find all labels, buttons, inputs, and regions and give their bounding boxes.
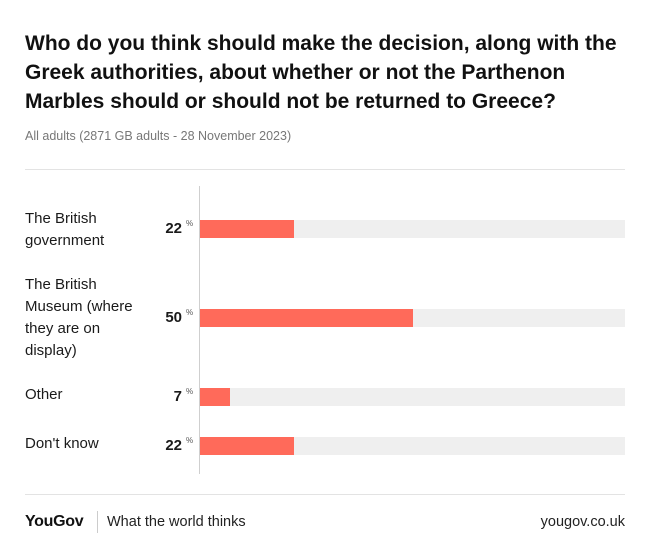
category-label: Don't know bbox=[25, 435, 99, 452]
category-label: The British government bbox=[25, 210, 105, 249]
data-label: 22 bbox=[165, 220, 182, 237]
bar bbox=[200, 220, 294, 238]
bar-track bbox=[200, 437, 625, 455]
category-label: Other bbox=[25, 386, 63, 403]
data-label: 22 bbox=[165, 437, 182, 454]
bar-track bbox=[200, 220, 625, 238]
percent-sign: % bbox=[186, 219, 194, 228]
category-label: The British Museum (where they are on di… bbox=[25, 276, 133, 359]
bottom-divider bbox=[25, 494, 625, 495]
percent-sign: % bbox=[186, 387, 194, 396]
axis-line bbox=[199, 186, 200, 474]
bar bbox=[200, 437, 294, 455]
chart-title: Who do you think should make the decisio… bbox=[25, 32, 617, 113]
bar bbox=[200, 309, 413, 327]
yougov-logo: YouGov bbox=[25, 513, 84, 530]
data-label: 7 bbox=[173, 388, 182, 405]
percent-sign: % bbox=[186, 436, 194, 445]
footer-site-link[interactable]: yougov.co.uk bbox=[540, 514, 625, 530]
bar bbox=[200, 388, 230, 406]
chart-subtitle: All adults (2871 GB adults - 28 November… bbox=[25, 129, 292, 143]
top-divider bbox=[25, 169, 625, 170]
percent-sign: % bbox=[186, 308, 194, 317]
bar-track bbox=[200, 388, 625, 406]
footer-divider bbox=[97, 511, 98, 533]
footer-tagline: What the world thinks bbox=[107, 514, 246, 530]
data-label: 50 bbox=[165, 309, 182, 326]
